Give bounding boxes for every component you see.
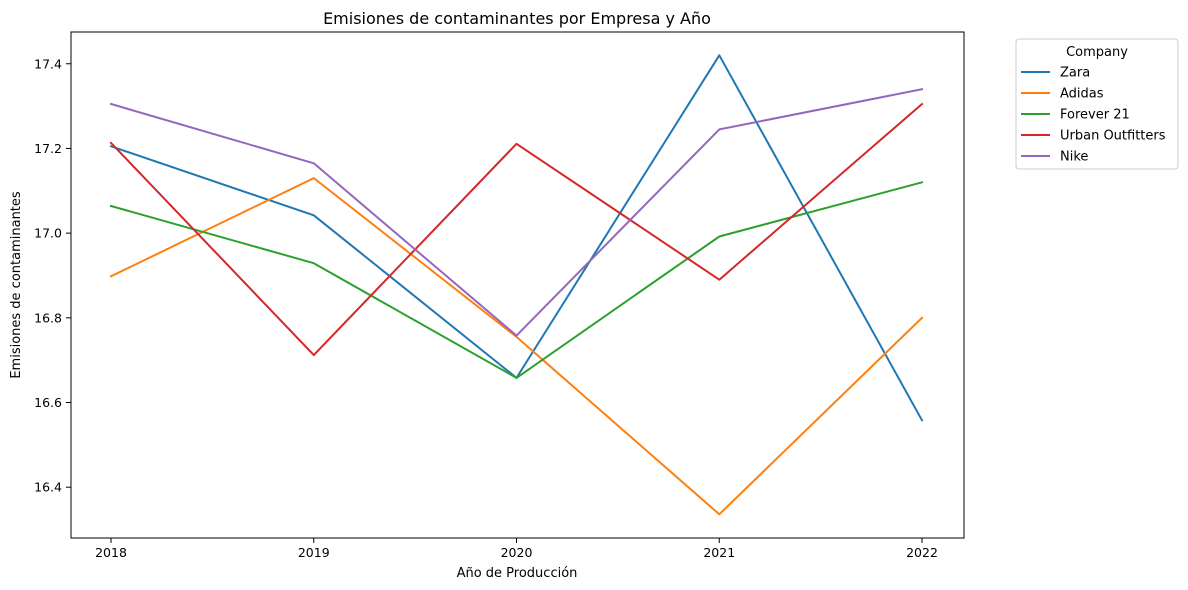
legend-label: Zara: [1060, 66, 1090, 81]
x-tick-label: 2022: [906, 545, 938, 560]
x-tick-label: 2021: [703, 545, 735, 560]
series-line-adidas: [109, 177, 924, 516]
legend-label: Nike: [1060, 150, 1088, 165]
legend: Company Zara Adidas Forever 21 Urban Outfit…: [1015, 38, 1179, 170]
y-tick-label: 16.8: [34, 310, 62, 325]
plot-area: [70, 31, 965, 539]
legend-label: Urban Outfitters: [1060, 129, 1166, 144]
y-tick-label: 16.4: [34, 480, 62, 495]
series-lines: [109, 54, 924, 516]
legend-title: Company: [1066, 45, 1128, 60]
chart-title: Emisiones de contaminantes por Empresa y…: [323, 9, 711, 28]
y-tick-label: 17.2: [34, 141, 62, 156]
x-tick-label: 2018: [95, 545, 127, 560]
x-axis-title: Año de Producción: [457, 566, 578, 581]
x-tick-label: 2019: [298, 545, 330, 560]
y-tick-label: 16.6: [34, 395, 62, 410]
legend-label: Adidas: [1060, 87, 1104, 102]
y-axis: 16.4 16.6 16.8 17.0 17.2 17.4: [34, 56, 71, 495]
x-tick-label: 2020: [501, 545, 533, 560]
legend-box: [1015, 38, 1179, 170]
y-axis-title: Emisiones de contaminantes: [9, 191, 24, 379]
series-line-nike: [109, 88, 924, 337]
series-line-zara: [109, 54, 924, 422]
series-line-forever-21: [109, 181, 924, 379]
legend-entries: Zara Adidas Forever 21 Urban Outfitters Nike: [1021, 66, 1166, 165]
series-line-urban-outfitters: [109, 102, 924, 357]
y-tick-label: 17.4: [34, 56, 62, 71]
x-axis: 2018 2019 2020 2021 2022: [95, 538, 938, 560]
legend-label: Forever 21: [1060, 108, 1130, 123]
y-tick-label: 17.0: [34, 226, 62, 241]
